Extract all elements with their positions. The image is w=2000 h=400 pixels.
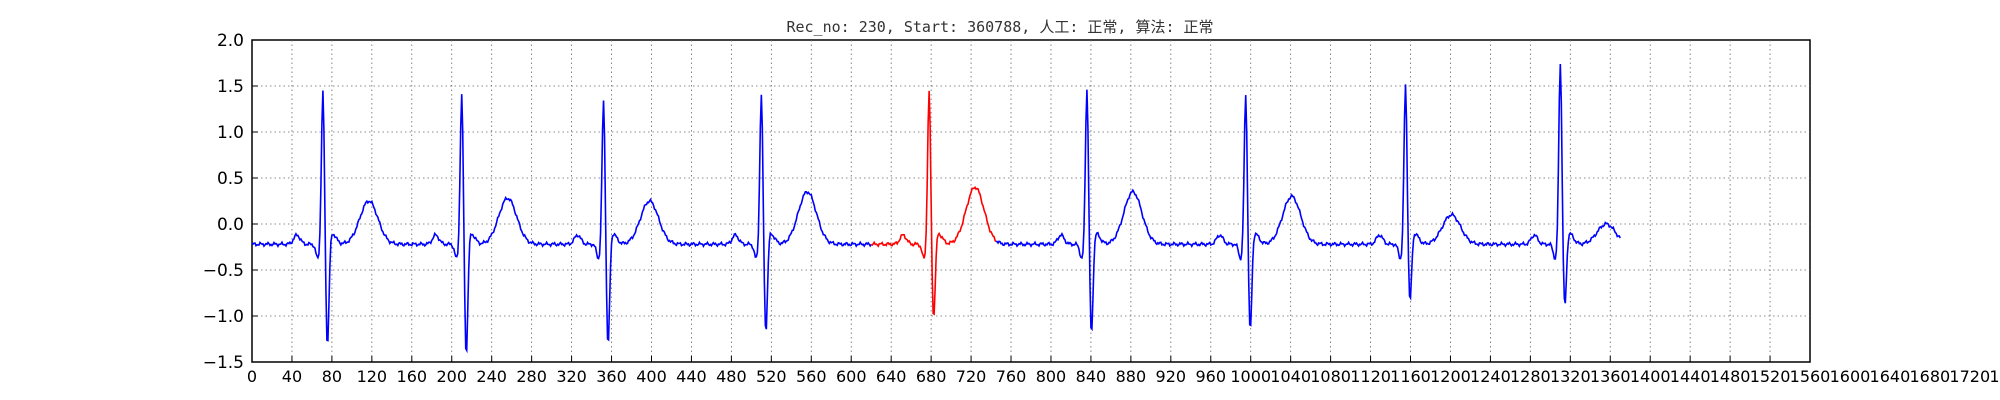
x-tick-label: 520 [756, 367, 787, 386]
x-tick-label: 1400 [1630, 367, 1671, 386]
x-tick-label: 840 [1076, 367, 1107, 386]
x-tick-label: 1480 [1710, 367, 1751, 386]
y-tick-label: −0.5 [203, 261, 244, 281]
x-tick-label: 1520 [1750, 367, 1791, 386]
x-tick-label: 0 [247, 367, 257, 386]
x-tick-label: 280 [516, 367, 547, 386]
y-tick-label: 2.0 [217, 31, 244, 51]
x-tick-label: 1680 [1909, 367, 1950, 386]
x-tick-label: 1160 [1390, 367, 1431, 386]
x-tick-label: 1280 [1510, 367, 1551, 386]
x-tick-label: 880 [1116, 367, 1147, 386]
x-tick-label: 1560 [1790, 367, 1831, 386]
grid-lines [252, 40, 1810, 362]
y-tick-label: 0.0 [217, 215, 244, 235]
x-tick-label: 680 [916, 367, 947, 386]
x-tick-label: 200 [436, 367, 467, 386]
x-tick-label: 1600 [1830, 367, 1871, 386]
x-axis: 0 40 80 120 160 200 240 280 320 360 400 440 480 520 56… [247, 356, 2000, 386]
x-tick-label: 1360 [1590, 367, 1631, 386]
x-tick-label: 1200 [1430, 367, 1471, 386]
x-tick-label: 80 [322, 367, 342, 386]
x-tick-label: 400 [636, 367, 667, 386]
y-tick-label: −1.0 [203, 307, 244, 327]
x-tick-label: 640 [876, 367, 907, 386]
x-tick-label: 120 [357, 367, 388, 386]
x-tick-label: 1720 [1949, 367, 1990, 386]
x-tick-label: 40 [282, 367, 302, 386]
x-tick-label: 1320 [1550, 367, 1591, 386]
y-axis: −1.5 −1.0 −0.5 0.0 0.5 1.0 1.5 2.0 [203, 31, 258, 373]
x-tick-label: 800 [1036, 367, 1067, 386]
y-tick-label: 1.0 [217, 123, 244, 143]
y-tick-label: 1.5 [217, 77, 244, 97]
x-tick-label: 1120 [1350, 367, 1391, 386]
x-tick-label: 240 [476, 367, 507, 386]
y-tick-label: 0.5 [217, 169, 244, 189]
x-tick-label: 560 [796, 367, 827, 386]
axes-frame [251, 39, 1811, 363]
x-tick-label: 320 [556, 367, 587, 386]
x-tick-label: 600 [836, 367, 867, 386]
x-tick-label: 760 [996, 367, 1027, 386]
x-tick-label: 1000 [1230, 367, 1271, 386]
x-tick-label: 720 [956, 367, 987, 386]
x-tick-label: 960 [1195, 367, 1226, 386]
x-tick-label: 1760 [1989, 367, 2000, 386]
x-tick-label: 1440 [1670, 367, 1711, 386]
ecg-series-line-3 [995, 63, 1621, 332]
ecg-series-line-2 [870, 90, 997, 316]
x-tick-label: 440 [676, 367, 707, 386]
x-tick-label: 160 [397, 367, 428, 386]
y-tick-label: −1.5 [203, 353, 244, 373]
x-tick-label: 1640 [1870, 367, 1911, 386]
x-tick-label: 1240 [1470, 367, 1511, 386]
x-tick-label: 1080 [1310, 367, 1351, 386]
ecg-series-line-1 [251, 90, 872, 354]
series-group [251, 63, 1621, 354]
x-tick-label: 360 [596, 367, 627, 386]
x-tick-label: 480 [716, 367, 747, 386]
x-tick-label: 920 [1156, 367, 1187, 386]
x-tick-label: 1040 [1270, 367, 1311, 386]
chart-title: Rec_no: 230, Start: 360788, 人工: 正常, 算法: … [786, 18, 1214, 36]
